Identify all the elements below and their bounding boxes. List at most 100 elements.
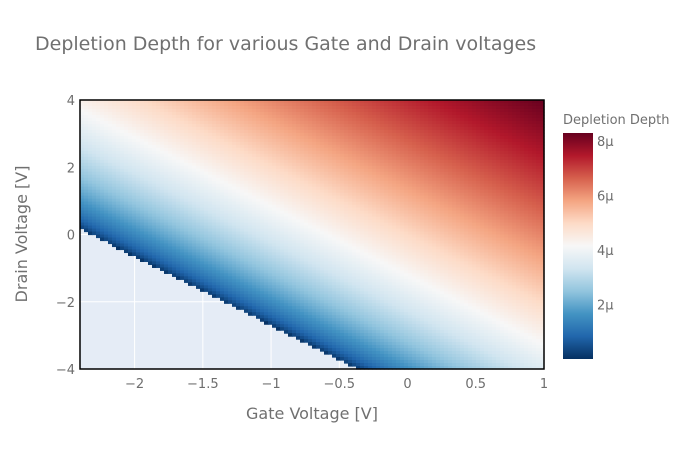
heatmap-cell bbox=[112, 198, 117, 203]
heatmap-cell bbox=[192, 210, 197, 215]
heatmap-cell bbox=[200, 285, 205, 289]
heatmap-cell bbox=[228, 201, 233, 206]
heatmap-cell bbox=[296, 102, 301, 107]
heatmap-cell bbox=[320, 282, 325, 286]
heatmap-cell bbox=[368, 261, 373, 265]
heatmap-cell bbox=[160, 150, 165, 155]
heatmap-cell bbox=[116, 132, 121, 137]
heatmap-cell bbox=[160, 225, 165, 230]
heatmap-cell bbox=[300, 135, 305, 140]
heatmap-cell bbox=[312, 186, 317, 191]
heatmap-cell bbox=[252, 261, 257, 265]
heatmap-cell bbox=[252, 198, 257, 203]
heatmap-cell bbox=[356, 147, 361, 152]
heatmap-cell bbox=[156, 114, 161, 119]
heatmap-cell bbox=[108, 135, 113, 140]
heatmap-cell bbox=[336, 333, 341, 337]
heatmap-cell bbox=[124, 180, 129, 185]
heatmap-cell bbox=[172, 219, 177, 224]
heatmap-cell bbox=[268, 228, 273, 233]
heatmap-cell bbox=[172, 213, 177, 218]
heatmap-cell bbox=[204, 258, 209, 262]
heatmap-cell bbox=[132, 111, 137, 116]
heatmap-cell bbox=[188, 114, 193, 119]
chart-title: Depletion Depth for various Gate and Dra… bbox=[35, 33, 536, 55]
heatmap-cell bbox=[328, 141, 333, 146]
heatmap-cell bbox=[332, 291, 337, 295]
heatmap-cell bbox=[168, 141, 173, 146]
heatmap-cell bbox=[152, 216, 157, 221]
heatmap-cell bbox=[160, 117, 165, 122]
heatmap-cell bbox=[316, 267, 321, 271]
heatmap-cell bbox=[200, 144, 205, 149]
heatmap-cell bbox=[120, 147, 125, 152]
heatmap-cell bbox=[136, 141, 141, 146]
heatmap-cell bbox=[100, 210, 105, 215]
heatmap-cell bbox=[192, 243, 197, 248]
heatmap-cell bbox=[108, 171, 113, 176]
heatmap-cell bbox=[340, 228, 345, 233]
heatmap-cell bbox=[164, 100, 169, 104]
heatmap-cell bbox=[308, 300, 313, 304]
heatmap-cell bbox=[248, 291, 253, 295]
heatmap-cell bbox=[364, 201, 369, 206]
heatmap-cell bbox=[300, 117, 305, 122]
heatmap-cell bbox=[164, 222, 169, 227]
heatmap-cell bbox=[276, 273, 281, 277]
heatmap-cell bbox=[360, 312, 365, 316]
heatmap-cell bbox=[172, 168, 177, 173]
heatmap-cell bbox=[140, 249, 145, 254]
heatmap-cell bbox=[328, 120, 333, 125]
heatmap-cell bbox=[372, 105, 377, 110]
heatmap-cell bbox=[308, 228, 313, 233]
heatmap-cell bbox=[112, 210, 117, 215]
heatmap-cell bbox=[356, 354, 361, 358]
heatmap-cell bbox=[184, 192, 189, 197]
heatmap-cell bbox=[268, 123, 273, 128]
heatmap-cell bbox=[220, 264, 225, 268]
heatmap-cell bbox=[296, 336, 301, 340]
heatmap-cell bbox=[348, 189, 353, 194]
heatmap-cell bbox=[276, 315, 281, 319]
heatmap-cell bbox=[316, 120, 321, 125]
heatmap-cell bbox=[228, 165, 233, 170]
heatmap-cell bbox=[328, 330, 333, 334]
heatmap-cell bbox=[144, 255, 149, 260]
heatmap-cell bbox=[312, 252, 317, 257]
heatmap-cell bbox=[196, 279, 201, 283]
heatmap-cell bbox=[252, 135, 257, 140]
heatmap-cell bbox=[92, 123, 97, 128]
heatmap-cell bbox=[224, 216, 229, 221]
heatmap-cell bbox=[112, 108, 117, 113]
heatmap-cell bbox=[168, 225, 173, 230]
heatmap-cell bbox=[372, 135, 377, 140]
heatmap-cell bbox=[308, 135, 313, 140]
heatmap-cell bbox=[140, 186, 145, 191]
heatmap-cell bbox=[220, 141, 225, 146]
heatmap-cell bbox=[232, 255, 237, 260]
heatmap-cell bbox=[136, 183, 141, 188]
heatmap-cell bbox=[88, 147, 93, 152]
heatmap-cell bbox=[88, 111, 93, 116]
heatmap-cell bbox=[264, 321, 269, 325]
heatmap-cell bbox=[260, 168, 265, 173]
heatmap-cell bbox=[280, 147, 285, 152]
heatmap-cell bbox=[80, 222, 85, 227]
heatmap-cell bbox=[112, 237, 117, 242]
heatmap-cell bbox=[140, 225, 145, 230]
heatmap-cell bbox=[156, 207, 161, 212]
heatmap-cell bbox=[320, 252, 325, 257]
heatmap-cell bbox=[324, 294, 329, 298]
heatmap-cell bbox=[164, 264, 169, 268]
heatmap-cell bbox=[352, 255, 357, 260]
heatmap-cell bbox=[96, 219, 101, 224]
heatmap-cell bbox=[228, 162, 233, 167]
heatmap-cell bbox=[180, 246, 185, 251]
heatmap-cell bbox=[260, 288, 265, 292]
heatmap-cell bbox=[192, 132, 197, 137]
heatmap-cell bbox=[280, 186, 285, 191]
heatmap-cell bbox=[364, 210, 369, 215]
heatmap-cell bbox=[332, 276, 337, 280]
heatmap-cell bbox=[224, 300, 229, 304]
heatmap-cell bbox=[224, 105, 229, 110]
